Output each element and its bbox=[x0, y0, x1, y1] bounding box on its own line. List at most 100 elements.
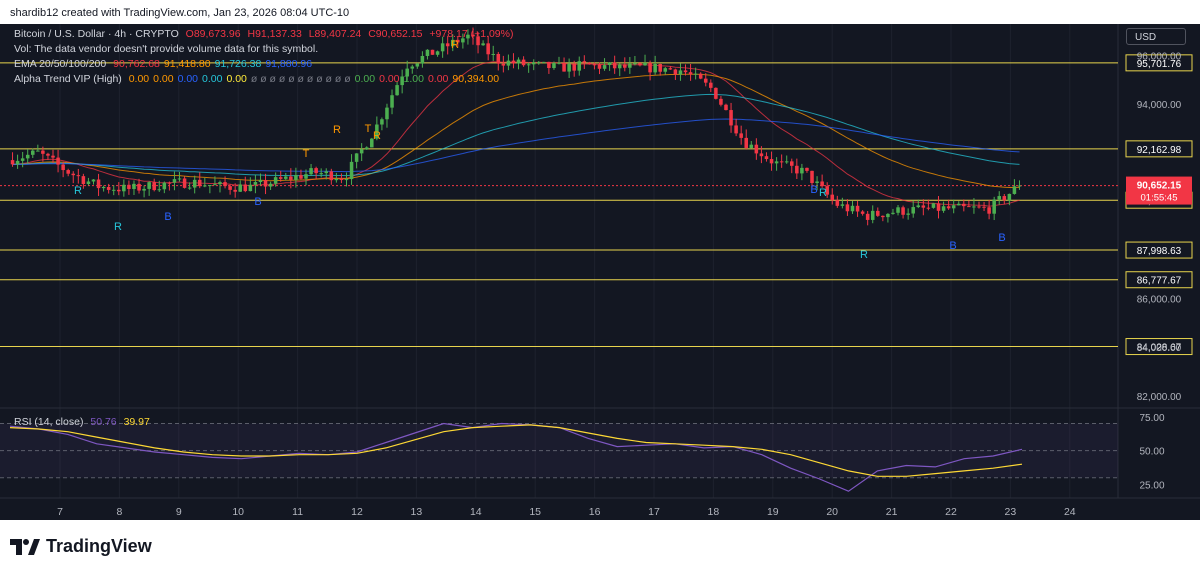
candle-body[interactable] bbox=[349, 161, 354, 180]
candle-body[interactable] bbox=[977, 206, 981, 208]
candle-body[interactable] bbox=[744, 137, 749, 148]
candle-body[interactable] bbox=[20, 158, 25, 161]
candle-body[interactable] bbox=[835, 200, 840, 206]
candle-body[interactable] bbox=[36, 150, 40, 152]
candle-body[interactable] bbox=[536, 61, 541, 63]
candle-body[interactable] bbox=[572, 63, 576, 71]
candle-body[interactable] bbox=[157, 189, 162, 191]
candle-body[interactable] bbox=[967, 206, 971, 208]
candle-body[interactable] bbox=[891, 212, 895, 214]
candle-body[interactable] bbox=[385, 107, 389, 120]
candle-body[interactable] bbox=[496, 53, 501, 64]
candle-body[interactable] bbox=[314, 168, 318, 174]
candle-body[interactable] bbox=[643, 62, 647, 66]
candle-body[interactable] bbox=[233, 189, 237, 192]
candle-body[interactable] bbox=[886, 213, 890, 218]
candle-body[interactable] bbox=[324, 171, 329, 174]
candle-body[interactable] bbox=[582, 61, 587, 63]
candle-body[interactable] bbox=[668, 68, 673, 70]
candle-body[interactable] bbox=[876, 210, 880, 216]
candle-body[interactable] bbox=[208, 185, 212, 187]
candle-body[interactable] bbox=[390, 95, 394, 108]
candle-body[interactable] bbox=[592, 64, 597, 66]
candle-body[interactable] bbox=[96, 179, 101, 189]
candle-body[interactable] bbox=[587, 62, 592, 65]
legend-ema-row[interactable]: EMA 20/50/100/200 90,762.68 91,418.80 91,7… bbox=[14, 58, 320, 70]
candle-body[interactable] bbox=[172, 179, 177, 183]
candle-body[interactable] bbox=[106, 187, 111, 190]
candle-body[interactable] bbox=[547, 61, 551, 69]
candle-body[interactable] bbox=[607, 62, 612, 66]
candle-body[interactable] bbox=[117, 189, 121, 192]
candle-body[interactable] bbox=[395, 85, 399, 96]
candle-body[interactable] bbox=[410, 66, 415, 69]
candle-body[interactable] bbox=[400, 76, 404, 86]
candle-body[interactable] bbox=[56, 157, 60, 165]
candle-body[interactable] bbox=[911, 207, 915, 214]
candle-body[interactable] bbox=[248, 184, 253, 192]
candle-body[interactable] bbox=[15, 160, 20, 165]
candle-body[interactable] bbox=[283, 176, 288, 179]
candle-body[interactable] bbox=[850, 205, 855, 212]
candle-body[interactable] bbox=[25, 154, 30, 159]
candle-body[interactable] bbox=[91, 179, 96, 182]
tradingview-logo[interactable]: TradingView bbox=[10, 536, 152, 557]
candle-body[interactable] bbox=[759, 153, 764, 157]
candle-body[interactable] bbox=[870, 210, 875, 220]
candle-body[interactable] bbox=[703, 78, 708, 83]
candle-body[interactable] bbox=[294, 175, 298, 180]
legend-alpha-row[interactable]: Alpha Trend VIP (High) 0.00 0.00 0.00 0.00 0… bbox=[14, 73, 507, 85]
candle-body[interactable] bbox=[865, 213, 870, 220]
candle-body[interactable] bbox=[289, 176, 293, 180]
candle-body[interactable] bbox=[941, 206, 946, 211]
candle-body[interactable] bbox=[476, 36, 480, 46]
candle-body[interactable] bbox=[491, 53, 496, 55]
candle-body[interactable] bbox=[764, 156, 769, 160]
candle-body[interactable] bbox=[825, 186, 829, 195]
candle-body[interactable] bbox=[820, 181, 824, 187]
candle-body[interactable] bbox=[926, 207, 931, 209]
candle-body[interactable] bbox=[901, 207, 905, 215]
candle-body[interactable] bbox=[769, 159, 774, 164]
candle-body[interactable] bbox=[724, 104, 728, 111]
candle-body[interactable] bbox=[506, 60, 511, 66]
candle-body[interactable] bbox=[638, 63, 642, 66]
candle-body[interactable] bbox=[481, 43, 485, 46]
candle-body[interactable] bbox=[688, 72, 693, 75]
candle-body[interactable] bbox=[101, 187, 106, 189]
candle-body[interactable] bbox=[997, 196, 1002, 200]
candle-body[interactable] bbox=[81, 176, 86, 185]
candle-body[interactable] bbox=[197, 179, 202, 187]
candle-body[interactable] bbox=[263, 180, 268, 187]
candle-body[interactable] bbox=[936, 203, 941, 211]
candle-body[interactable] bbox=[61, 164, 65, 171]
candle-body[interactable] bbox=[380, 119, 384, 125]
candle-body[interactable] bbox=[602, 65, 607, 69]
candle-body[interactable] bbox=[931, 203, 936, 208]
candle-body[interactable] bbox=[268, 183, 273, 187]
candle-body[interactable] bbox=[1007, 193, 1012, 201]
candle-body[interactable] bbox=[1002, 196, 1007, 201]
candle-body[interactable] bbox=[633, 63, 637, 65]
candle-body[interactable] bbox=[405, 68, 409, 77]
candle-body[interactable] bbox=[906, 213, 910, 215]
candle-body[interactable] bbox=[800, 167, 804, 174]
candle-body[interactable] bbox=[673, 69, 678, 75]
candle-body[interactable] bbox=[789, 161, 794, 166]
candle-body[interactable] bbox=[648, 62, 652, 73]
candle-body[interactable] bbox=[628, 63, 632, 68]
candle-body[interactable] bbox=[420, 55, 425, 64]
candle-body[interactable] bbox=[795, 165, 799, 174]
legend-rsi-row[interactable]: RSI (14, close) 50.76 39.97 bbox=[14, 416, 154, 428]
candle-body[interactable] bbox=[562, 62, 566, 72]
candle-body[interactable] bbox=[440, 43, 445, 52]
candle-body[interactable] bbox=[521, 59, 526, 66]
candle-body[interactable] bbox=[364, 147, 369, 150]
candle-body[interactable] bbox=[425, 49, 430, 56]
candle-body[interactable] bbox=[182, 178, 187, 188]
candle-body[interactable] bbox=[319, 173, 323, 175]
candle-body[interactable] bbox=[71, 173, 76, 176]
candle-body[interactable] bbox=[946, 206, 951, 209]
candle-body[interactable] bbox=[111, 189, 116, 191]
